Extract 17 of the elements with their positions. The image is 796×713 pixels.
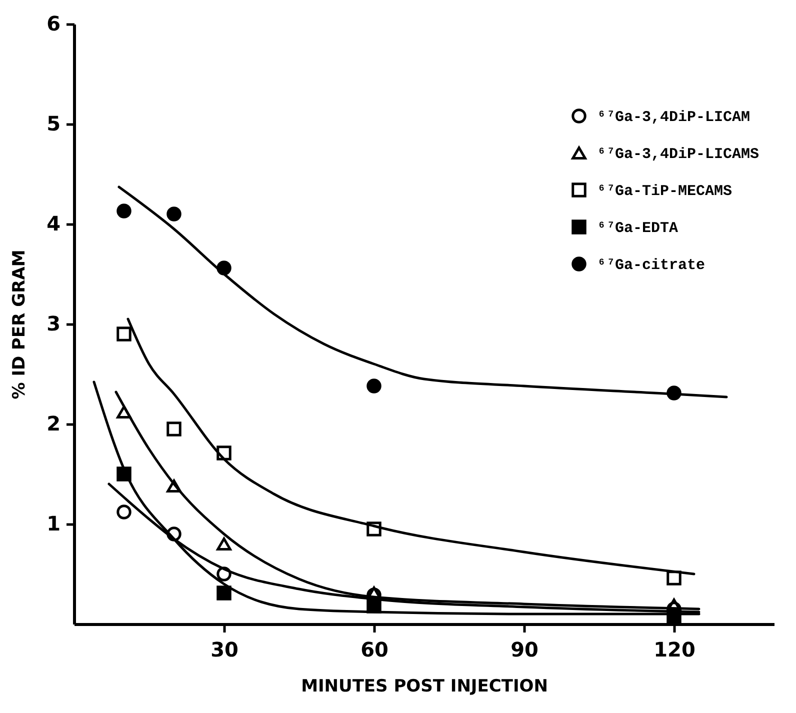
y-tick-label: 3 [46, 312, 60, 336]
x-tick-label: 60 [360, 638, 388, 662]
legend-label: ⁶⁷Ga-TiP-MECAMS [597, 183, 732, 200]
x-axis-title: MINUTES POST INJECTION [301, 676, 548, 696]
x-tick-label: 30 [210, 638, 238, 662]
legend-label: ⁶⁷Ga-citrate [597, 257, 706, 274]
y-tick-label: 6 [46, 12, 60, 36]
y-axis-title: % ID PER GRAM [10, 250, 30, 400]
y-tick-label: 2 [46, 412, 60, 436]
x-tick-label: 90 [510, 638, 538, 662]
legend-label: ⁶⁷Ga-3,4DiP-LICAM [597, 109, 750, 126]
legend-label: ⁶⁷Ga-3,4DiP-LICAMS [597, 146, 760, 163]
legend-label: ⁶⁷Ga-EDTA [597, 220, 678, 237]
y-tick-label: 4 [46, 212, 60, 236]
y-tick-label: 5 [46, 112, 60, 136]
y-tick-label: 1 [46, 512, 60, 536]
x-tick-label: 120 [654, 638, 696, 662]
